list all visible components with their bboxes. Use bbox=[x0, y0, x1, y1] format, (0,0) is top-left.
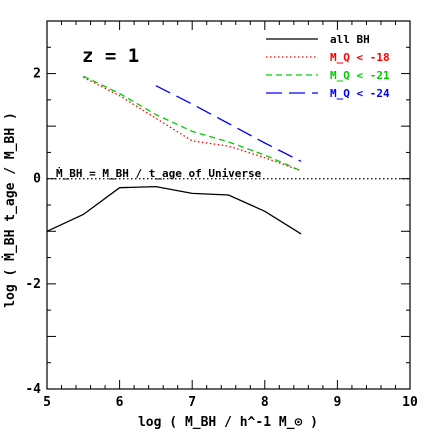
panel-label: z = 1 bbox=[82, 45, 139, 67]
x-tick-label: 7 bbox=[188, 395, 196, 410]
x-tick-label: 10 bbox=[402, 395, 418, 410]
legend-label: all BH bbox=[330, 33, 370, 46]
reference-line-label: Ṁ_BH = M_BH / t_age of Universe bbox=[56, 166, 262, 180]
x-axis-title: log ( M_BH / h^-1 M_⊙ ) bbox=[138, 415, 318, 430]
x-tick-label: 5 bbox=[43, 395, 51, 410]
series-line-4 bbox=[155, 85, 302, 162]
legend-label: M_Q < -21 bbox=[330, 69, 390, 82]
y-tick-label: -4 bbox=[25, 382, 41, 397]
series-line-1 bbox=[46, 185, 302, 235]
y-tick-label: 2 bbox=[33, 67, 41, 82]
y-axis-title: log ( Ṁ_BH t_age / M_BH ) bbox=[2, 112, 18, 308]
y-tick-label: -2 bbox=[25, 277, 41, 292]
series-line-3 bbox=[83, 75, 302, 172]
legend-label: M_Q < -18 bbox=[330, 51, 390, 64]
data-series bbox=[46, 75, 410, 235]
legend: all BH M_Q < -18 M_Q < -21 M_Q < -24 bbox=[266, 33, 390, 100]
y-tick-label: 0 bbox=[33, 172, 41, 187]
legend-label: M_Q < -24 bbox=[330, 87, 390, 100]
axis-ticks: 5 6 7 8 9 10 -4 -2 0 2 bbox=[25, 20, 418, 410]
x-tick-label: 8 bbox=[261, 395, 269, 410]
series-line-2 bbox=[83, 76, 302, 172]
x-tick-label: 9 bbox=[333, 395, 341, 410]
x-tick-label: 6 bbox=[116, 395, 124, 410]
